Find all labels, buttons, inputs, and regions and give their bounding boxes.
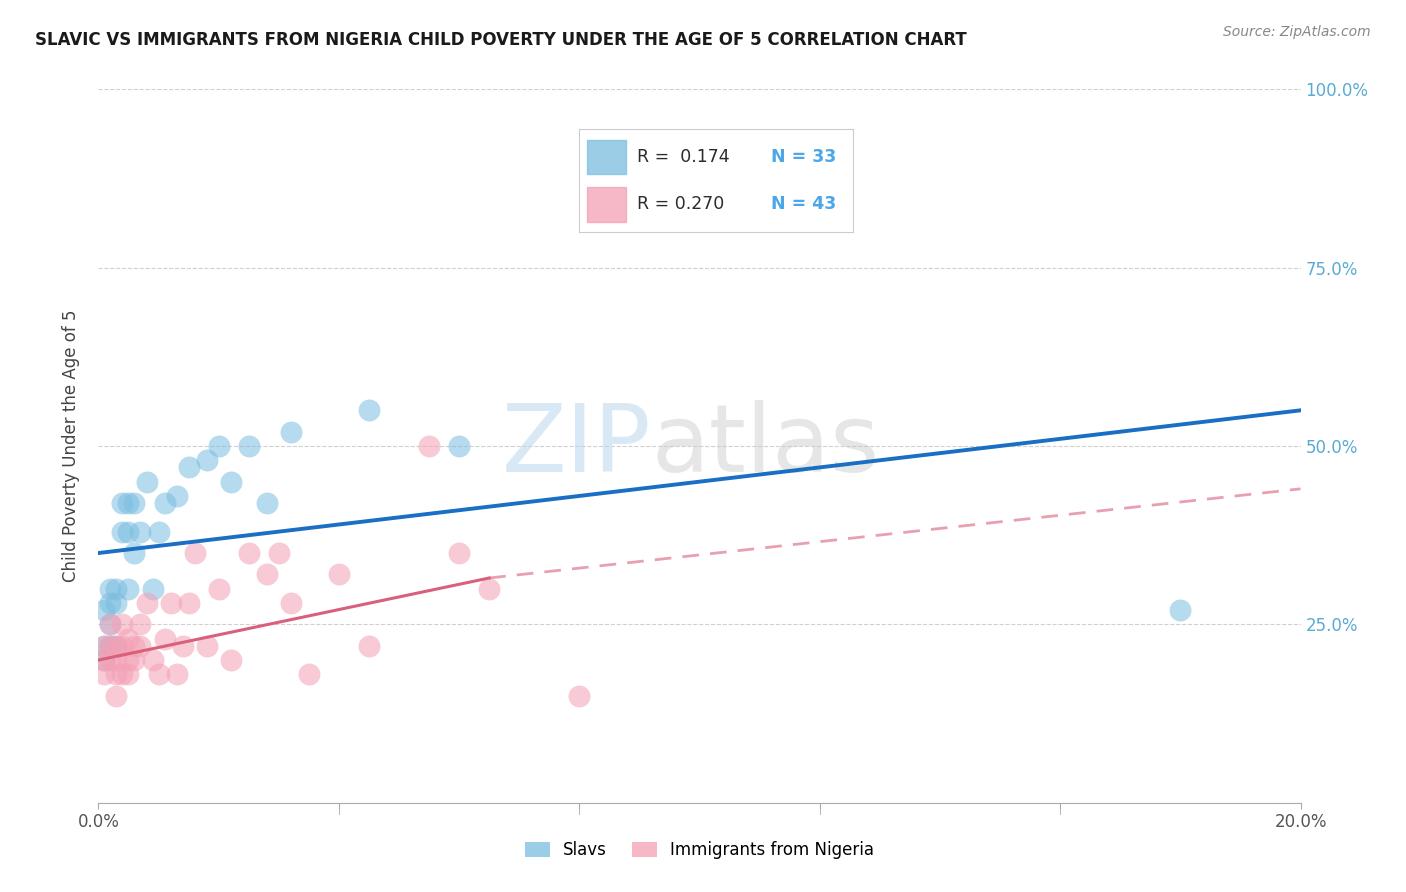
Point (478, 582, 501, 596)
Point (117, 653, 139, 667)
Point (100, 617, 122, 632)
Point (267, 546, 290, 560)
Point (105, 689, 128, 703)
Point (568, 689, 591, 703)
Bar (588, 139, 626, 175)
Point (298, 667, 321, 681)
Point (93, 603, 115, 617)
Point (100, 582, 122, 596)
Point (105, 639, 128, 653)
Point (124, 496, 146, 510)
Point (447, 546, 470, 560)
Legend: Slavs, Immigrants from Nigeria: Slavs, Immigrants from Nigeria (517, 835, 882, 866)
Point (100, 653, 122, 667)
Point (111, 617, 134, 632)
Point (418, 439, 440, 453)
Bar (588, 186, 626, 221)
Point (105, 596, 128, 610)
Text: atlas: atlas (651, 400, 880, 492)
Point (93, 639, 115, 653)
Point (93, 667, 115, 681)
Point (166, 489, 188, 503)
Point (129, 639, 152, 653)
Text: N = 43: N = 43 (772, 195, 837, 213)
Point (117, 632, 139, 646)
Point (117, 667, 139, 681)
Point (148, 524, 170, 539)
Point (195, 453, 218, 467)
Point (111, 496, 134, 510)
Point (124, 546, 146, 560)
Point (135, 475, 157, 489)
Point (105, 639, 128, 653)
Text: N = 33: N = 33 (772, 148, 837, 166)
Point (153, 632, 176, 646)
Point (141, 653, 163, 667)
Text: Source: ZipAtlas.com: Source: ZipAtlas.com (1223, 25, 1371, 39)
Point (328, 567, 350, 582)
Point (219, 475, 242, 489)
Point (105, 667, 128, 681)
Point (219, 653, 242, 667)
Point (447, 439, 470, 453)
Point (111, 667, 134, 681)
Text: R =  0.174: R = 0.174 (637, 148, 730, 166)
Point (159, 596, 181, 610)
Point (105, 653, 128, 667)
Y-axis label: Child Poverty Under the Age of 5: Child Poverty Under the Age of 5 (62, 310, 80, 582)
Point (195, 639, 218, 653)
Point (172, 639, 194, 653)
Point (124, 653, 146, 667)
Text: R = 0.270: R = 0.270 (637, 195, 724, 213)
Text: ZIP: ZIP (502, 400, 651, 492)
Point (111, 639, 134, 653)
Point (100, 617, 122, 632)
Point (100, 596, 122, 610)
Point (357, 639, 380, 653)
Point (93, 653, 115, 667)
Point (100, 639, 122, 653)
Point (129, 524, 152, 539)
Point (117, 524, 139, 539)
Point (135, 596, 157, 610)
Point (280, 425, 302, 439)
Point (129, 617, 152, 632)
Point (117, 496, 139, 510)
Point (141, 582, 163, 596)
Point (105, 582, 128, 596)
Point (208, 439, 231, 453)
Point (208, 582, 231, 596)
Point (256, 567, 278, 582)
Point (183, 546, 205, 560)
Point (93, 639, 115, 653)
Point (124, 639, 146, 653)
Point (117, 582, 139, 596)
Point (166, 667, 188, 681)
Point (177, 460, 200, 475)
Point (111, 524, 134, 539)
Text: SLAVIC VS IMMIGRANTS FROM NIGERIA CHILD POVERTY UNDER THE AGE OF 5 CORRELATION C: SLAVIC VS IMMIGRANTS FROM NIGERIA CHILD … (35, 31, 967, 49)
Point (153, 496, 176, 510)
Point (238, 546, 260, 560)
Point (256, 496, 278, 510)
Point (93, 653, 115, 667)
Point (1170, 603, 1192, 617)
Point (238, 439, 260, 453)
Point (148, 667, 170, 681)
Point (100, 639, 122, 653)
Point (357, 403, 380, 417)
Point (280, 596, 302, 610)
Point (177, 596, 200, 610)
